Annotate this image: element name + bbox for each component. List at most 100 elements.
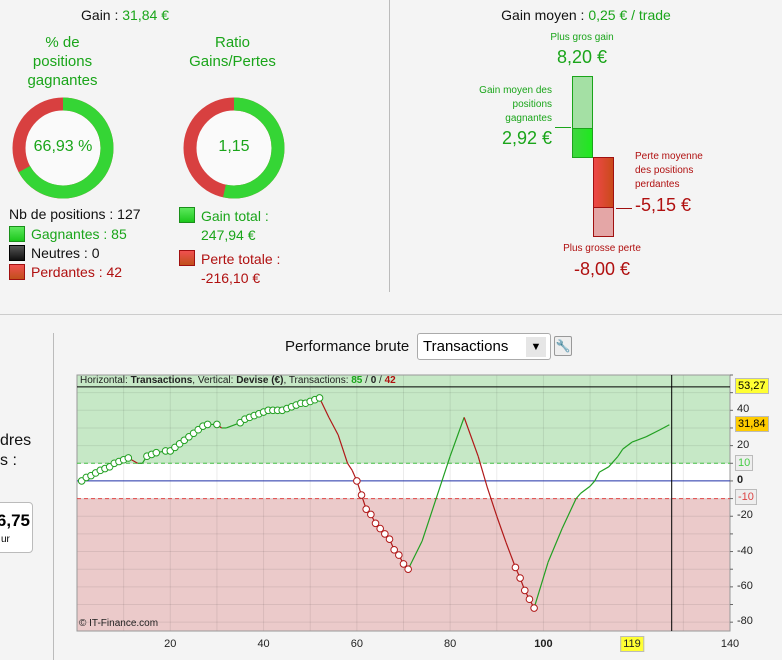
info-wins: 85 bbox=[351, 375, 363, 386]
upper-threshold-tag: 10 bbox=[735, 455, 754, 471]
trade-marker bbox=[390, 545, 398, 554]
lower-threshold-tag: -10 bbox=[735, 489, 757, 505]
equity-segment bbox=[486, 487, 498, 517]
trade-marker bbox=[381, 530, 389, 538]
legend-neutral-swatch bbox=[9, 245, 25, 261]
perte-totale: Perte totale : -216,10 € bbox=[201, 250, 280, 288]
equity-segment bbox=[328, 417, 339, 436]
max-gain-value: 8,20 € bbox=[556, 47, 608, 67]
avg-gain-bar bbox=[572, 128, 593, 158]
pct-title-line: positions bbox=[32, 53, 93, 70]
equity-segment bbox=[347, 462, 353, 471]
y-tick-label: 40 bbox=[737, 403, 750, 416]
trade-marker bbox=[124, 454, 133, 462]
label-line: perdantes bbox=[635, 179, 680, 190]
pct-value: 66,93 % bbox=[33, 138, 93, 155]
neutral-count: Neutres : 0 bbox=[31, 245, 100, 261]
panel-divider bbox=[389, 0, 390, 292]
trade-marker bbox=[353, 477, 361, 485]
equity-segment bbox=[599, 466, 610, 473]
avg-loss-positions-label: Perte moyenne des positions perdantes bbox=[635, 150, 703, 192]
x-cursor-tag: 119 bbox=[620, 636, 644, 652]
chart-title: Performance brute bbox=[285, 338, 410, 355]
x-axis-select[interactable]: Transactions ▼ bbox=[417, 333, 551, 360]
avg-gain-summary: Gain moyen : 0,25 € / trade bbox=[390, 7, 782, 23]
info-text: Transactions bbox=[130, 375, 193, 386]
ratio-title-line: Ratio bbox=[214, 34, 251, 51]
y-tick-label: -40 bbox=[737, 544, 753, 557]
avg-loss-positions-value: -5,15 € bbox=[635, 195, 692, 215]
info-text: , Vertical: bbox=[192, 375, 237, 386]
legend-losses-swatch bbox=[9, 264, 25, 280]
equity-segment bbox=[449, 417, 465, 457]
label-line: s : bbox=[0, 452, 17, 469]
trade-marker bbox=[315, 394, 324, 402]
equity-segment bbox=[589, 480, 596, 487]
perte-totale-swatch bbox=[179, 250, 195, 266]
equity-segment bbox=[496, 516, 507, 543]
legend-wins-swatch bbox=[9, 226, 25, 242]
info-losses: 42 bbox=[384, 375, 396, 386]
equity-segment bbox=[645, 429, 661, 438]
trade-marker bbox=[516, 574, 524, 582]
trade-marker bbox=[525, 595, 534, 604]
gain-value: 31,84 € bbox=[122, 7, 169, 23]
chevron-down-icon[interactable]: ▼ bbox=[526, 337, 546, 357]
max-loss-value: -8,00 € bbox=[573, 259, 631, 279]
avg-gain-value: 0,25 € / trade bbox=[588, 7, 671, 23]
info-text: Devise (€) bbox=[236, 375, 284, 386]
y-tick-label: -80 bbox=[737, 615, 753, 628]
equity-segment bbox=[505, 542, 517, 568]
avg-loss-bar bbox=[593, 157, 614, 208]
y-tick-label: 0 bbox=[737, 473, 744, 486]
max-loss-label: Plus grosse perte bbox=[563, 243, 641, 254]
equity-segment bbox=[580, 485, 591, 494]
max-value-tag: 53,27 bbox=[735, 378, 769, 394]
donut-pct-wins bbox=[12, 97, 114, 199]
max-loss-bar bbox=[593, 208, 614, 237]
partial-value: 6,75 bbox=[0, 511, 30, 530]
x-tick-label: 20 bbox=[164, 638, 177, 650]
gain-total-label: Gain total : bbox=[201, 208, 269, 224]
equity-segment bbox=[608, 455, 619, 468]
max-gain-bar bbox=[572, 76, 593, 128]
trade-marker bbox=[371, 519, 380, 528]
y-tick-label: 20 bbox=[737, 438, 750, 451]
current-value-tag: 31,84 bbox=[735, 416, 769, 432]
equity-segment bbox=[337, 434, 349, 464]
equity-segment bbox=[547, 528, 563, 563]
trade-marker bbox=[367, 510, 375, 519]
losses-count: Perdantes : 42 bbox=[31, 264, 123, 280]
perte-totale-value: -216,10 € bbox=[201, 270, 261, 286]
label-line: gagnantes bbox=[505, 113, 552, 124]
x-tick-label: 40 bbox=[257, 638, 270, 650]
equity-segment bbox=[617, 448, 624, 457]
trade-marker bbox=[404, 565, 412, 574]
info-text: Horizontal: bbox=[80, 375, 131, 386]
x-tick-label: 80 bbox=[444, 638, 457, 650]
trade-marker bbox=[362, 505, 370, 513]
y-tick-label: -20 bbox=[737, 509, 753, 522]
avg-gain-label: Gain moyen : bbox=[501, 7, 589, 23]
equity-segment bbox=[435, 456, 451, 499]
avg-gain-arrow-icon bbox=[555, 127, 571, 128]
perte-totale-label: Perte totale : bbox=[201, 251, 281, 267]
x-tick-label: 60 bbox=[350, 638, 363, 650]
label-line: positions bbox=[512, 99, 552, 110]
wrench-settings-button[interactable]: 🔧 bbox=[554, 336, 572, 356]
trade-marker bbox=[520, 586, 529, 595]
trade-marker bbox=[399, 560, 408, 568]
avg-gain-positions-value: 2,92 € bbox=[501, 128, 552, 148]
equity-segment bbox=[659, 424, 670, 431]
ratio-title-line: Gains/Pertes bbox=[189, 53, 276, 70]
ratio-title: Ratio Gains/Pertes bbox=[170, 33, 295, 71]
select-value: Transactions bbox=[423, 338, 509, 355]
equity-segment bbox=[594, 471, 600, 482]
label-line: des positions bbox=[635, 165, 694, 176]
partial-card: 6,75 ur bbox=[0, 502, 33, 553]
copyright: © IT-Finance.com bbox=[79, 618, 159, 629]
chart-info: Horizontal: Transactions, Vertical: Devi… bbox=[80, 375, 396, 386]
ratio-value: 1,15 bbox=[218, 138, 250, 155]
y-tick-label: -60 bbox=[737, 579, 753, 592]
equity-segment bbox=[421, 498, 437, 542]
